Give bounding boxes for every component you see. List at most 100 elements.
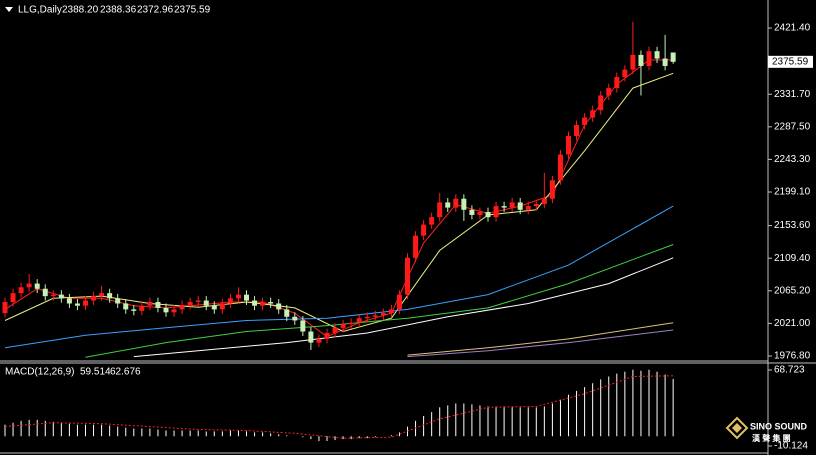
signal-value: 62.676 <box>110 367 141 378</box>
candle-body <box>107 293 113 299</box>
candle-body <box>2 302 8 314</box>
candle-body <box>445 202 451 208</box>
candle-body <box>34 283 40 289</box>
candle-body <box>662 58 668 66</box>
candle-body <box>638 54 644 66</box>
candle-body <box>219 303 225 310</box>
candle-body <box>99 293 105 297</box>
candle-body <box>606 88 612 96</box>
candle-body <box>252 300 258 306</box>
candle-body <box>42 288 48 297</box>
candle-body <box>485 212 491 218</box>
moving-average-line <box>4 205 674 349</box>
candle-body <box>405 257 410 295</box>
candle-body <box>139 305 145 311</box>
price-panel <box>2 21 676 358</box>
candle-body <box>421 224 427 236</box>
menu-triangle <box>5 7 13 12</box>
candle-body <box>66 298 72 304</box>
candle-body <box>203 300 209 306</box>
candle-body <box>83 300 88 306</box>
candle-body <box>300 320 306 332</box>
candle-body <box>453 198 459 208</box>
candle-body <box>356 318 362 323</box>
candle-body <box>163 307 169 313</box>
current-price-label: 2375.59 <box>772 56 809 67</box>
y-tick-label: 68.723 <box>774 365 805 376</box>
candle-body <box>211 305 217 310</box>
y-tick-label: 2109.40 <box>774 253 811 264</box>
y-tick-label: 2021.00 <box>774 318 811 329</box>
candle-body <box>268 302 274 304</box>
axes: 2421.40 2331.70 2287.50 2243.30 2199.10 2153.… <box>768 23 813 452</box>
candle-body <box>566 136 571 155</box>
y-tick-label: 2199.10 <box>774 187 811 198</box>
candle-body <box>477 212 483 215</box>
candle-body <box>91 296 97 301</box>
candle-body <box>598 95 604 111</box>
candle-body <box>115 298 121 304</box>
candle-body <box>155 302 161 308</box>
candle-body <box>493 206 499 218</box>
signal-line <box>4 375 674 439</box>
candle-body <box>429 217 435 225</box>
candle-body <box>622 69 628 78</box>
candle-body <box>549 180 555 199</box>
y-tick-label: 1976.80 <box>774 351 811 362</box>
low-label: 2372.96 <box>137 5 174 16</box>
candle-body <box>380 313 386 316</box>
macd-value: 59.514 <box>80 367 111 378</box>
candle-body <box>187 302 193 305</box>
candle-body <box>413 235 419 258</box>
candle-body <box>244 294 249 301</box>
logo-icon <box>732 423 742 433</box>
candle-body <box>123 303 129 310</box>
candle-body <box>308 331 314 343</box>
candle-body <box>630 54 636 70</box>
candle-body <box>533 203 539 207</box>
y-tick-label: 2243.30 <box>774 154 811 165</box>
candle-body <box>284 309 290 317</box>
candle-body <box>388 309 394 314</box>
candle-body <box>348 322 354 325</box>
candle-body <box>469 209 475 215</box>
candle-body <box>50 294 56 297</box>
macd-panel <box>4 369 674 442</box>
candle-body <box>614 77 620 89</box>
y-tick-label: 2331.70 <box>774 89 811 100</box>
close-label: 2375.59 <box>174 5 211 16</box>
y-tick-label: 2153.60 <box>774 220 811 231</box>
candle-body <box>541 198 547 204</box>
candle-body <box>557 154 563 181</box>
candle-body <box>654 51 660 59</box>
candle-body <box>340 324 346 328</box>
candle-body <box>26 283 32 288</box>
high-label: 2388.36 <box>100 5 137 16</box>
candle-body <box>292 316 298 321</box>
logo-icon <box>725 416 749 440</box>
candle-body <box>670 52 676 62</box>
watermark-subtitle: 漢 聲 集 團 <box>752 433 791 443</box>
macd-title: MACD(12,26,9) <box>5 367 74 378</box>
candle-body <box>396 294 402 310</box>
candle-body <box>501 206 507 208</box>
watermark-name: SINO SOUND <box>750 421 808 431</box>
candle-body <box>18 287 24 294</box>
candle-body <box>525 206 531 210</box>
candle-body <box>582 117 588 125</box>
candle-body <box>324 333 330 339</box>
candle-body <box>316 338 322 343</box>
candle-body <box>461 198 467 210</box>
candle-body <box>147 302 153 306</box>
moving-average-line <box>133 257 674 358</box>
y-tick-label: 2065.20 <box>774 285 811 296</box>
y-tick-label: 2287.50 <box>774 121 811 132</box>
moving-average-line <box>407 322 674 356</box>
candle-body <box>58 294 64 299</box>
y-tick-label: 2421.40 <box>774 23 811 34</box>
candle-body <box>590 110 596 118</box>
current-price-box <box>768 55 813 68</box>
candle-body <box>195 300 201 303</box>
